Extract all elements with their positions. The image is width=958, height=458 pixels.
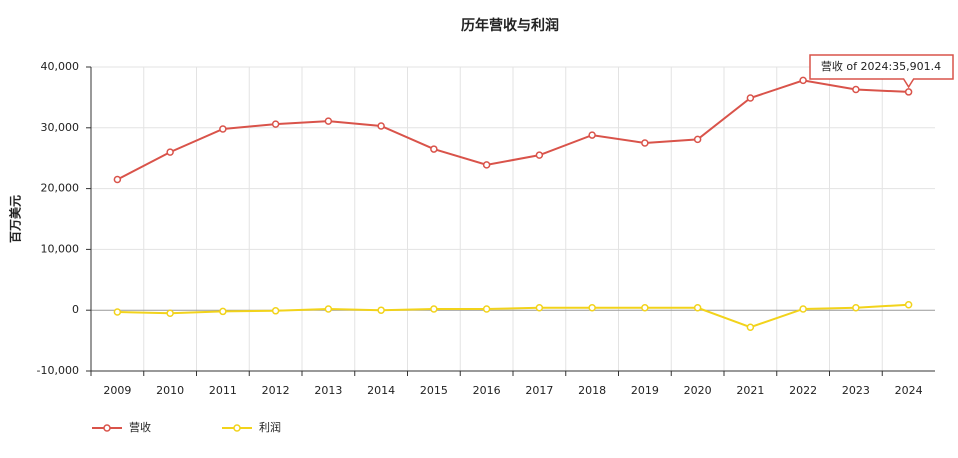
y-tick-label: 20,000 bbox=[41, 182, 80, 195]
x-tick-label: 2012 bbox=[262, 384, 290, 397]
data-point bbox=[799, 305, 807, 313]
x-tick-label: 2021 bbox=[736, 384, 764, 397]
y-tick-label: -10,000 bbox=[37, 364, 79, 377]
data-point bbox=[535, 151, 544, 159]
x-tick-label: 2018 bbox=[578, 384, 606, 397]
data-point bbox=[482, 305, 491, 313]
x-tick-label: 2019 bbox=[631, 384, 659, 397]
y-tick-label: 10,000 bbox=[41, 242, 80, 255]
x-tick-label: 2017 bbox=[525, 384, 553, 397]
data-point bbox=[324, 305, 333, 313]
x-tick-label: 2016 bbox=[473, 384, 501, 397]
x-tick-label: 2023 bbox=[842, 384, 870, 397]
data-point bbox=[219, 307, 227, 316]
x-tick-label: 2015 bbox=[420, 384, 448, 397]
x-tick-label: 2009 bbox=[103, 384, 131, 397]
data-point bbox=[852, 304, 860, 312]
data-point bbox=[166, 309, 174, 317]
data-point bbox=[166, 148, 174, 156]
data-point bbox=[113, 308, 122, 316]
tooltip-text: 营收 of 2024:35,901.4 bbox=[821, 59, 941, 73]
series-line bbox=[116, 79, 909, 181]
data-point bbox=[113, 175, 122, 184]
x-tick-label: 2020 bbox=[684, 384, 712, 397]
data-point bbox=[693, 304, 702, 312]
data-point bbox=[271, 307, 280, 315]
x-tick-label: 2013 bbox=[314, 384, 342, 397]
x-tick-label: 2010 bbox=[156, 384, 184, 397]
y-tick-label: 0 bbox=[72, 303, 79, 316]
tooltip-box bbox=[809, 54, 954, 89]
data-point bbox=[482, 161, 491, 169]
data-point bbox=[641, 304, 649, 312]
x-tick-label: 2014 bbox=[367, 384, 395, 397]
data-point bbox=[904, 300, 913, 309]
data-point bbox=[219, 125, 227, 133]
data-point bbox=[588, 304, 596, 312]
data-point bbox=[693, 135, 702, 144]
x-tick-label: 2011 bbox=[209, 384, 237, 397]
data-point bbox=[852, 85, 860, 94]
tooltip: 营收 of 2024:35,901.4 bbox=[809, 54, 954, 89]
data-point bbox=[430, 145, 438, 153]
data-point bbox=[377, 122, 385, 130]
data-point bbox=[641, 139, 649, 147]
x-tick-label: 2024 bbox=[895, 384, 923, 397]
data-point bbox=[324, 117, 333, 125]
series-line bbox=[117, 303, 909, 329]
chart-title: 历年营收与利润 bbox=[461, 17, 559, 34]
data-point bbox=[746, 94, 755, 102]
y-axis-label: 百万美元 bbox=[8, 195, 23, 243]
data-point bbox=[271, 120, 280, 128]
data-point bbox=[799, 76, 807, 85]
data-point bbox=[535, 304, 544, 312]
y-tick-label: 30,000 bbox=[41, 121, 80, 134]
x-tick-label: 2022 bbox=[789, 384, 817, 397]
data-point bbox=[588, 131, 596, 139]
data-point bbox=[377, 306, 385, 314]
legend-label: 营收 bbox=[129, 420, 151, 434]
data-point bbox=[430, 305, 438, 313]
legend-marker bbox=[103, 424, 111, 432]
y-tick-label: 40,000 bbox=[41, 60, 80, 73]
legend-label: 利润 bbox=[259, 420, 281, 434]
data-point bbox=[904, 88, 913, 96]
legend-marker bbox=[233, 424, 241, 432]
data-point bbox=[746, 323, 755, 331]
